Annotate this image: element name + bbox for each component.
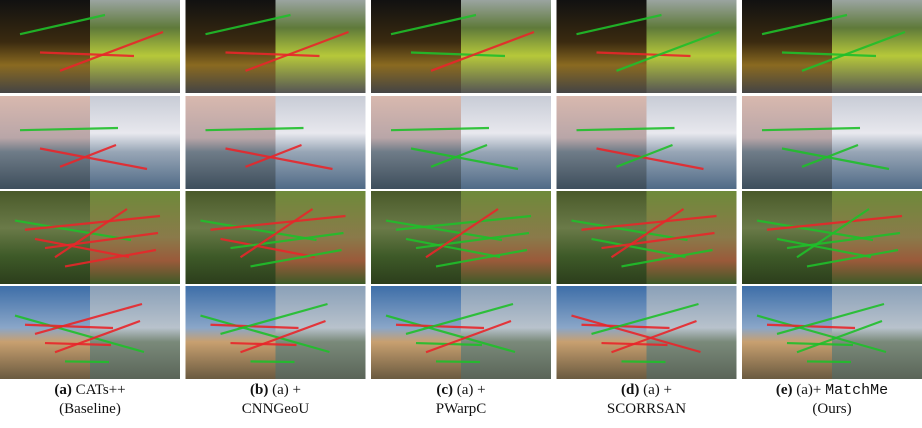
image-right — [647, 96, 737, 189]
match-line — [65, 361, 109, 362]
caption: (e) (a)+ MatchMe (Ours) — [742, 381, 922, 419]
image-left — [371, 0, 461, 93]
caption-label: (c) — [436, 382, 453, 398]
image-right — [647, 286, 737, 379]
image-right — [276, 96, 366, 189]
image-right — [90, 0, 180, 93]
caption-text: (a) + — [272, 382, 301, 398]
caption-text: (a) + — [457, 382, 486, 398]
image-right — [832, 286, 922, 379]
caption-text: (Baseline) — [59, 401, 121, 417]
image-right — [647, 0, 737, 93]
image-left — [186, 96, 276, 189]
image-right — [90, 96, 180, 189]
figure: (a) CATs++ (Baseline) (b) (a) + CNNGeoU (c) … — [0, 0, 922, 428]
caption: (b) (a) + CNNGeoU — [186, 381, 366, 419]
caption-label: (e) — [776, 382, 793, 398]
caption: (c) (a) + PWarpC — [371, 381, 551, 419]
image-right — [276, 191, 366, 284]
image-right — [461, 96, 551, 189]
image-left — [371, 191, 461, 284]
image-left — [0, 0, 90, 93]
image-left — [186, 191, 276, 284]
caption-label: (d) — [621, 382, 639, 398]
caption-text: (Ours) — [812, 401, 851, 417]
image-left — [557, 191, 647, 284]
image-right — [461, 0, 551, 93]
caption-label: (b) — [250, 382, 268, 398]
image-left — [371, 96, 461, 189]
caption-text: CNNGeoU — [242, 401, 310, 417]
image-left — [742, 96, 832, 189]
image-left — [742, 0, 832, 93]
image-grid — [0, 0, 922, 380]
caption: (a) CATs++ (Baseline) — [0, 381, 180, 419]
caption-label: (a) — [54, 382, 72, 398]
image-right — [832, 191, 922, 284]
match-line — [807, 361, 851, 362]
image-left — [742, 191, 832, 284]
image-right — [276, 0, 366, 93]
match-line — [622, 361, 666, 362]
image-right — [90, 191, 180, 284]
caption-text: PWarpC — [436, 401, 486, 417]
image-right — [461, 286, 551, 379]
image-right — [832, 96, 922, 189]
caption-text: SCORRSAN — [607, 401, 686, 417]
match-line — [251, 361, 295, 362]
caption-text: (a)+ — [796, 382, 821, 398]
caption: (d) (a) + SCORRSAN — [557, 381, 737, 419]
image-right — [461, 191, 551, 284]
match-line — [436, 361, 480, 362]
method-name: MatchMe — [825, 382, 888, 399]
image-right — [832, 0, 922, 93]
image-left — [186, 0, 276, 93]
image-left — [557, 0, 647, 93]
caption-text: (a) + — [643, 382, 672, 398]
image-right — [647, 191, 737, 284]
image-right — [90, 286, 180, 379]
image-right — [276, 286, 366, 379]
image-left — [557, 96, 647, 189]
image-left — [0, 191, 90, 284]
image-left — [0, 96, 90, 189]
caption-text: CATs++ — [76, 382, 126, 398]
